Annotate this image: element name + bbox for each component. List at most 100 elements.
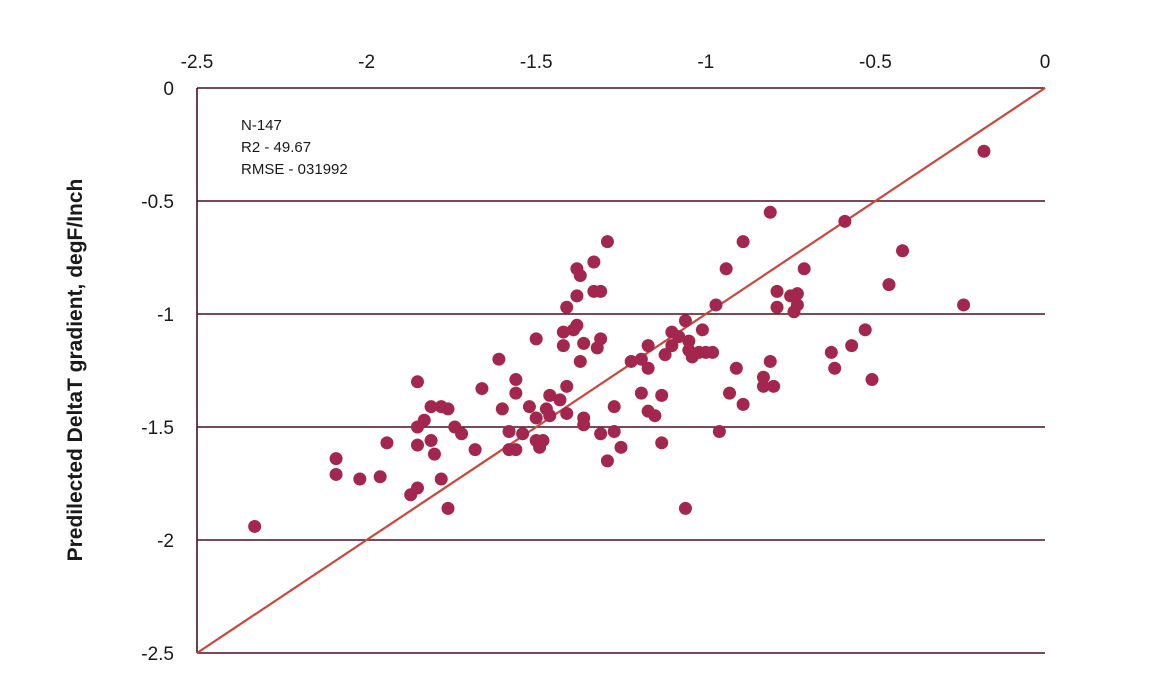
data-point	[767, 379, 781, 393]
x-tick-label: -1	[697, 52, 714, 73]
data-point	[607, 425, 621, 439]
y-tick-label: -1	[157, 305, 174, 326]
data-point	[560, 406, 574, 420]
y-tick-label: -2.5	[141, 644, 174, 665]
data-point	[556, 325, 570, 339]
data-point	[417, 413, 431, 427]
axes	[196, 87, 1045, 654]
data-point	[736, 235, 750, 249]
data-point	[577, 418, 591, 432]
data-point	[570, 318, 584, 332]
data-point	[410, 375, 424, 389]
data-point	[594, 284, 608, 298]
data-point	[509, 443, 523, 457]
data-point	[790, 298, 804, 312]
data-point	[587, 255, 601, 269]
x-tick-label: -0.5	[859, 52, 892, 73]
reference-line-group	[196, 87, 1046, 654]
data-point	[648, 409, 662, 423]
data-point	[957, 298, 971, 312]
data-point	[624, 354, 638, 368]
data-point	[706, 345, 720, 359]
data-point	[577, 336, 591, 350]
data-point	[495, 402, 509, 416]
data-point	[329, 452, 343, 466]
data-point	[529, 332, 543, 346]
data-point	[756, 379, 770, 393]
data-point	[329, 467, 343, 481]
data-point	[536, 434, 550, 448]
data-point	[882, 278, 896, 292]
data-point	[410, 438, 424, 452]
data-point	[665, 339, 679, 353]
data-point	[573, 354, 587, 368]
data-point	[641, 361, 655, 375]
x-tick-label: -1.5	[520, 52, 553, 73]
data-point	[248, 519, 262, 533]
data-point	[455, 427, 469, 441]
data-point	[573, 269, 587, 283]
y-tick-label: -0.5	[141, 192, 174, 213]
data-point	[492, 352, 506, 366]
data-point	[723, 386, 737, 400]
data-point	[763, 205, 777, 219]
data-point	[672, 330, 686, 344]
data-point	[655, 388, 669, 402]
data-point	[824, 345, 838, 359]
gridlines	[197, 200, 1045, 541]
data-point	[614, 440, 628, 454]
y-tick-label: -1.5	[141, 418, 174, 439]
data-point	[434, 472, 448, 486]
data-point	[770, 284, 784, 298]
data-point	[553, 393, 567, 407]
data-point	[858, 323, 872, 337]
data-point	[695, 323, 709, 337]
data-point	[977, 144, 991, 158]
data-point	[719, 262, 733, 276]
data-point	[410, 481, 424, 495]
data-point	[560, 300, 574, 314]
annotation-rmse: RMSE - 031992	[241, 161, 348, 178]
x-tick-labels: -2.5 -2 -1.5 -1 -0.5 0	[181, 52, 1051, 73]
data-point	[373, 470, 387, 484]
data-point	[509, 373, 523, 387]
x-tick-label: -2	[358, 52, 375, 73]
data-point	[600, 454, 614, 468]
data-point	[475, 382, 489, 396]
data-point	[729, 361, 743, 375]
data-point	[682, 334, 696, 348]
y-tick-label: -2	[157, 531, 174, 552]
data-point	[634, 386, 648, 400]
y-tick-label: 0	[163, 79, 174, 100]
data-point	[427, 447, 441, 461]
data-point	[441, 402, 455, 416]
data-point	[594, 427, 608, 441]
data-point	[441, 501, 455, 515]
y-tick-labels: 0 -0.5 -1 -1.5 -2 -2.5	[141, 79, 174, 665]
data-point	[896, 244, 910, 258]
data-points	[248, 144, 991, 533]
data-point	[522, 400, 536, 414]
data-point	[543, 388, 557, 402]
data-point	[838, 214, 852, 228]
stats-annotation: N-147 R2 - 49.67 RMSE - 031992	[241, 117, 348, 178]
data-point	[502, 425, 516, 439]
annotation-r2: R2 - 49.67	[241, 139, 311, 156]
data-point	[560, 379, 574, 393]
data-point	[865, 373, 879, 387]
data-point	[543, 409, 557, 423]
data-point	[424, 400, 438, 414]
data-point	[529, 411, 543, 425]
data-point	[712, 425, 726, 439]
data-point	[845, 339, 859, 353]
y-axis-title: Predilected DeltaT gradient, degF/Inch	[64, 179, 87, 562]
data-point	[658, 348, 672, 362]
data-point	[678, 314, 692, 328]
reference-line	[196, 87, 1046, 654]
data-point	[509, 386, 523, 400]
data-point	[424, 434, 438, 448]
data-point	[655, 436, 669, 450]
data-point	[709, 298, 723, 312]
data-point	[641, 339, 655, 353]
